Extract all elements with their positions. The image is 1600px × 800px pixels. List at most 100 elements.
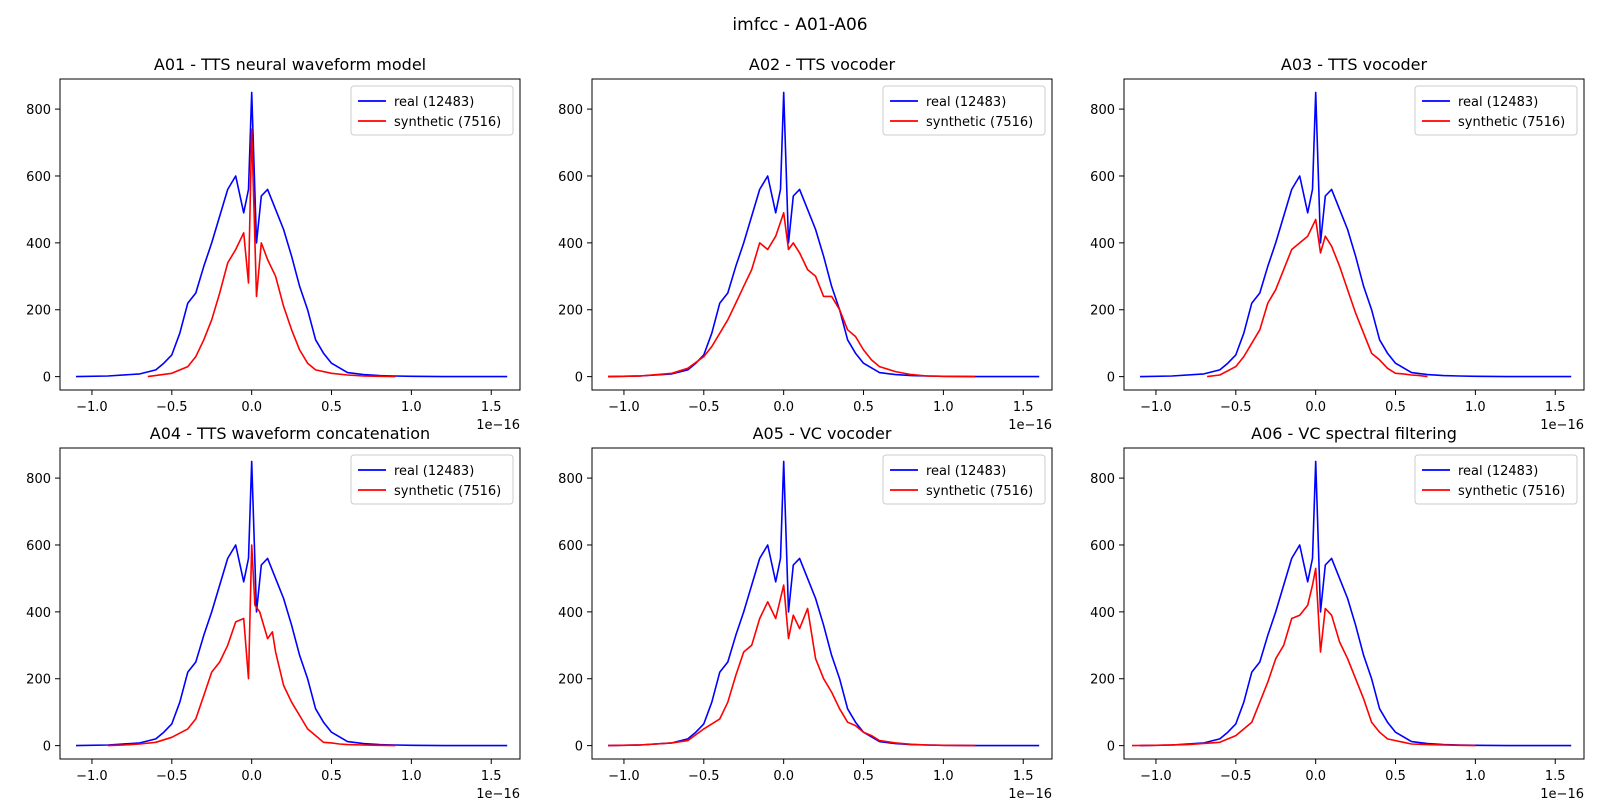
subplot-3: A03 - TTS vocoder −1.0 −0.5 0.0 0.5 1.0 1.5 0 20… (1090, 55, 1585, 433)
y-tick-label: 600 (558, 539, 583, 554)
y-tick-label: 600 (26, 539, 51, 554)
axes-frame (1123, 447, 1585, 760)
x-tick-label: −0.5 (688, 400, 720, 415)
y-tick-label: 400 (26, 606, 51, 621)
x-offset-label: 1e−16 (1008, 418, 1052, 433)
legend-box (1414, 454, 1578, 505)
legend-label: synthetic (7516) (394, 115, 501, 130)
x-tick-label: 0.0 (241, 769, 262, 784)
x-tick-label: 0.0 (1305, 400, 1326, 415)
subplot-title: A05 - VC vocoder (753, 424, 892, 443)
y-tick-label: 200 (26, 673, 51, 688)
legend-box (1414, 85, 1578, 136)
axes-frame (59, 78, 521, 391)
y-tick-label: 0 (1107, 371, 1115, 386)
x-tick-label: 0.5 (321, 400, 342, 415)
x-tick-label: −1.0 (608, 769, 640, 784)
series-real-line (75, 91, 508, 378)
x-tick-label: 1.0 (933, 769, 954, 784)
legend: real (12483) synthetic (7516) (882, 85, 1046, 136)
legend-label: real (12483) (926, 464, 1006, 479)
subplot-title: A03 - TTS vocoder (1281, 55, 1428, 74)
series-synthetic-line (607, 584, 976, 747)
legend-label: synthetic (7516) (394, 484, 501, 499)
series-real-line (1139, 91, 1572, 378)
y-tick-label: 600 (1090, 539, 1115, 554)
subplot-title: A02 - TTS vocoder (749, 55, 896, 74)
figure-title: imfcc - A01-A06 (732, 15, 867, 35)
x-tick-label: 1.5 (1545, 769, 1566, 784)
subplot-title: A06 - VC spectral filtering (1251, 424, 1457, 443)
legend-box (882, 454, 1046, 505)
x-tick-label: −0.5 (156, 400, 188, 415)
x-offset-label: 1e−16 (1008, 787, 1052, 800)
x-tick-label: 1.5 (481, 400, 502, 415)
legend-box (882, 85, 1046, 136)
y-tick-label: 0 (43, 371, 51, 386)
x-tick-label: 0.5 (853, 769, 874, 784)
y-tick-label: 400 (1090, 237, 1115, 252)
x-offset-label: 1e−16 (1540, 418, 1584, 433)
y-tick-label: 0 (43, 740, 51, 755)
series-group (607, 91, 1040, 378)
legend-label: synthetic (7516) (926, 115, 1033, 130)
x-tick-label: 1.5 (481, 769, 502, 784)
legend-label: synthetic (7516) (1458, 484, 1565, 499)
x-tick-label: 0.0 (241, 400, 262, 415)
x-tick-label: −1.0 (76, 769, 108, 784)
x-tick-label: 0.0 (773, 400, 794, 415)
y-tick-label: 400 (558, 606, 583, 621)
y-tick-label: 800 (26, 472, 51, 487)
x-tick-label: 0.5 (1385, 400, 1406, 415)
x-tick-label: 1.0 (1465, 769, 1486, 784)
y-tick-label: 200 (558, 304, 583, 319)
x-tick-label: 1.0 (1465, 400, 1486, 415)
subplot-title: A01 - TTS neural waveform model (154, 55, 426, 74)
axes-frame (591, 78, 1053, 391)
x-tick-label: −0.5 (1220, 769, 1252, 784)
legend-label: synthetic (7516) (926, 484, 1033, 499)
x-tick-label: 1.5 (1013, 769, 1034, 784)
x-tick-label: −0.5 (1220, 400, 1252, 415)
x-tick-label: −1.0 (1140, 769, 1172, 784)
x-tick-label: −1.0 (1140, 400, 1172, 415)
y-tick-label: 400 (1090, 606, 1115, 621)
legend-label: real (12483) (394, 95, 474, 110)
legend-label: real (12483) (1458, 464, 1538, 479)
x-tick-label: −1.0 (76, 400, 108, 415)
y-tick-label: 800 (1090, 472, 1115, 487)
y-tick-label: 200 (1090, 304, 1115, 319)
x-tick-label: −1.0 (608, 400, 640, 415)
subplot-2: A02 - TTS vocoder −1.0 −0.5 0.0 0.5 1.0 1.5 0 20… (558, 55, 1053, 433)
subplot-4: A04 - TTS waveform concatenation −1.0 −0.5… (26, 424, 521, 800)
y-tick-label: 800 (558, 103, 583, 118)
legend-box (350, 454, 514, 505)
x-offset-label: 1e−16 (1540, 787, 1584, 800)
legend: real (12483) synthetic (7516) (882, 454, 1046, 505)
series-group (1131, 460, 1572, 747)
legend-label: real (12483) (926, 95, 1006, 110)
x-tick-label: 1.5 (1545, 400, 1566, 415)
legend: real (12483) synthetic (7516) (1414, 454, 1578, 505)
subplot-6: A06 - VC spectral filtering −1.0 −0.5 0.0 0.… (1090, 424, 1585, 800)
y-tick-label: 600 (26, 170, 51, 185)
y-tick-label: 800 (558, 472, 583, 487)
y-tick-label: 600 (558, 170, 583, 185)
y-tick-label: 800 (26, 103, 51, 118)
y-tick-label: 800 (1090, 103, 1115, 118)
series-group (75, 91, 508, 378)
axes-frame (591, 447, 1053, 760)
series-synthetic-line (607, 212, 976, 378)
x-offset-label: 1e−16 (476, 418, 520, 433)
series-real-line (607, 91, 1040, 378)
y-tick-label: 400 (26, 237, 51, 252)
y-tick-label: 200 (558, 673, 583, 688)
legend: real (12483) synthetic (7516) (1414, 85, 1578, 136)
legend-label: real (12483) (1458, 95, 1538, 110)
legend-label: real (12483) (394, 464, 474, 479)
legend: real (12483) synthetic (7516) (350, 454, 514, 505)
subplot-title: A04 - TTS waveform concatenation (150, 424, 430, 443)
series-synthetic-line (1131, 567, 1476, 747)
